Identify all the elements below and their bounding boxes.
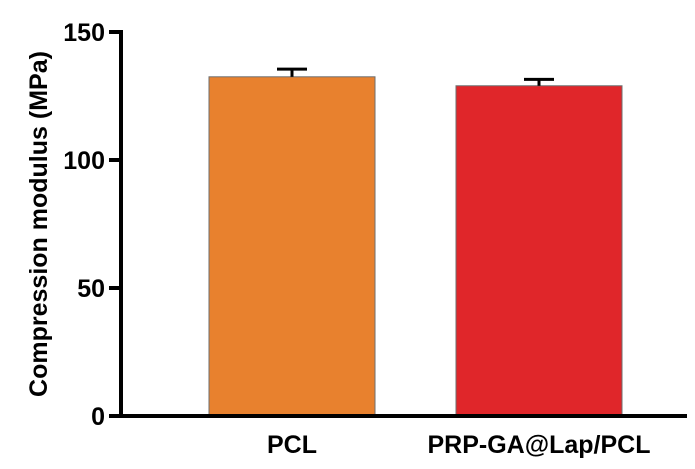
x-axis: PCL PRP-GA@Lap/PCL: [119, 414, 687, 459]
bars-group: [208, 76, 623, 417]
error-bars-group: [277, 67, 554, 86]
y-tick-label-2: 100: [63, 147, 105, 175]
y-tick-label-0: 0: [91, 403, 105, 431]
y-axis: 0 50 100 150: [63, 19, 123, 431]
bar-1: [455, 85, 623, 417]
x-tick-label-0: PCL: [267, 431, 317, 459]
y-tick-label-3: 150: [63, 19, 105, 47]
y-tick-label-1: 50: [77, 275, 105, 303]
y-axis-title: Compression modulus (MPa): [25, 51, 53, 397]
bar-0: [208, 76, 376, 417]
x-tick-label-1: PRP-GA@Lap/PCL: [428, 431, 651, 459]
